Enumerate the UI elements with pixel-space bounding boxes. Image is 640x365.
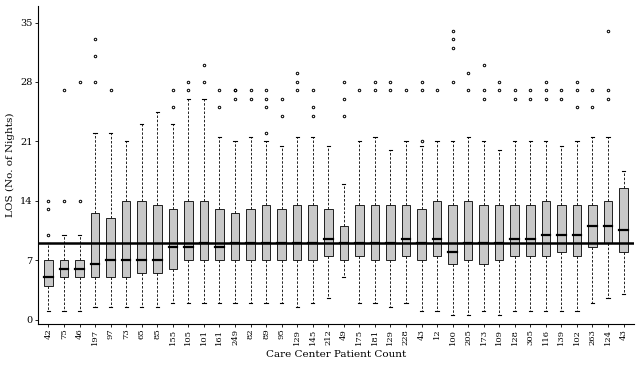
- Bar: [230, 214, 239, 260]
- Bar: [573, 205, 581, 256]
- Bar: [495, 205, 504, 260]
- Bar: [557, 205, 566, 251]
- Bar: [60, 260, 68, 277]
- Bar: [371, 205, 379, 260]
- Bar: [262, 205, 270, 260]
- Bar: [355, 205, 364, 256]
- Bar: [417, 209, 426, 260]
- Bar: [386, 205, 395, 260]
- Bar: [168, 209, 177, 269]
- Bar: [324, 209, 333, 256]
- X-axis label: Care Center Patient Count: Care Center Patient Count: [266, 350, 406, 360]
- Bar: [76, 260, 84, 277]
- Bar: [215, 209, 224, 260]
- Bar: [339, 226, 348, 260]
- Bar: [106, 218, 115, 277]
- Bar: [433, 201, 442, 256]
- Bar: [620, 188, 628, 251]
- Bar: [277, 209, 286, 260]
- Bar: [448, 205, 457, 264]
- Bar: [44, 260, 52, 285]
- Bar: [479, 205, 488, 264]
- Bar: [604, 201, 612, 243]
- Bar: [526, 205, 534, 256]
- Y-axis label: LOS (No. of Nights): LOS (No. of Nights): [6, 112, 15, 217]
- Bar: [293, 205, 301, 260]
- Bar: [122, 201, 131, 277]
- Bar: [511, 205, 519, 256]
- Bar: [246, 209, 255, 260]
- Bar: [184, 201, 193, 260]
- Bar: [91, 214, 99, 277]
- Bar: [541, 201, 550, 256]
- Bar: [308, 205, 317, 260]
- Bar: [200, 201, 208, 260]
- Bar: [588, 205, 596, 247]
- Bar: [153, 205, 161, 273]
- Bar: [138, 201, 146, 273]
- Bar: [402, 205, 410, 256]
- Bar: [464, 201, 472, 260]
